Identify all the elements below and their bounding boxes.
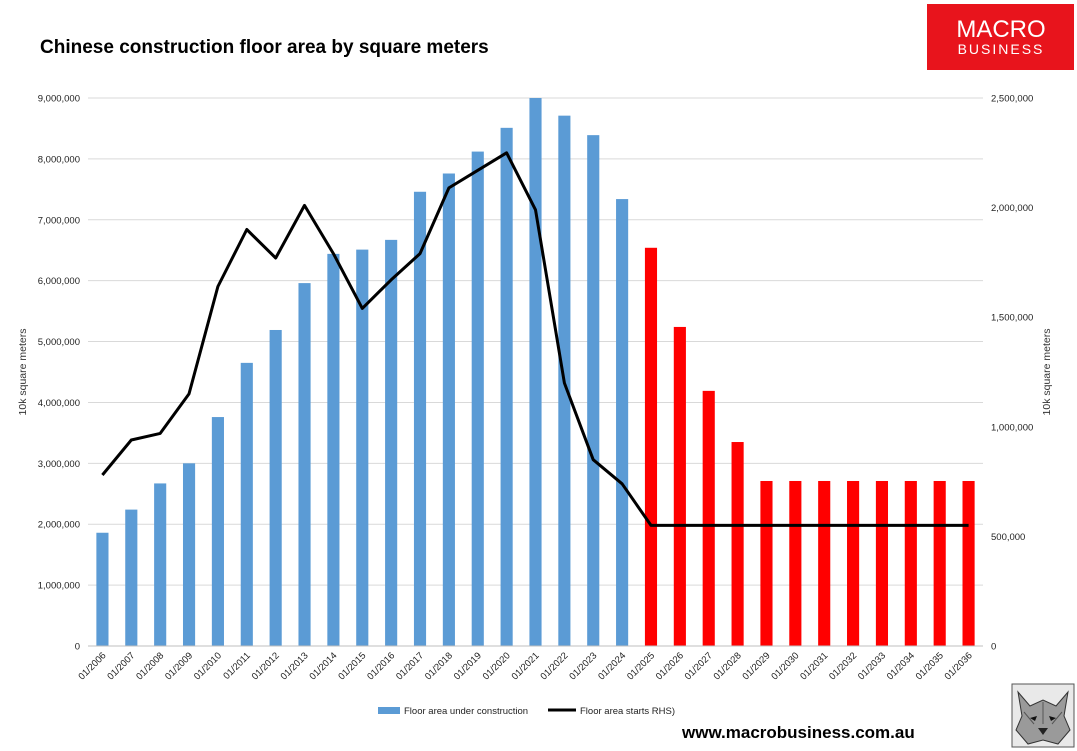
y-tick-label: 4,000,000	[38, 398, 80, 409]
bar	[125, 509, 138, 646]
bar	[182, 463, 196, 646]
bar	[673, 326, 686, 646]
x-tick-label: 01/2015	[336, 650, 368, 682]
bar	[760, 480, 773, 646]
y-tick-label: 1,000,000	[38, 581, 80, 592]
y-tick-label: 7,000,000	[38, 215, 80, 226]
x-tick-label: 01/2024	[596, 650, 628, 682]
x-tick-label: 01/2021	[510, 650, 542, 682]
y-axis-label: 10k square meters	[17, 329, 29, 416]
x-tick-label: 01/2016	[365, 650, 397, 682]
x-tick-label: 01/2011	[221, 650, 253, 682]
bar	[298, 283, 311, 646]
bar	[413, 191, 427, 646]
bar	[529, 98, 542, 646]
x-tick-label: 01/2019	[452, 650, 484, 682]
y-tick-label: 0	[75, 642, 80, 653]
legend-swatch-bars	[378, 707, 400, 714]
x-tick-label: 01/2033	[856, 650, 888, 682]
bar	[616, 199, 629, 646]
bar	[904, 480, 917, 646]
x-tick-label: 01/2013	[279, 650, 311, 682]
y2-tick-label: 1,500,000	[991, 313, 1033, 324]
x-tick-label: 01/2027	[683, 650, 715, 682]
line-floor-area-starts	[101, 151, 969, 527]
bar	[211, 417, 224, 646]
logo-line1: MACRO	[956, 16, 1045, 43]
y-tick-label: 9,000,000	[38, 94, 80, 105]
x-tick-label: 01/2036	[943, 650, 975, 682]
bar	[962, 480, 975, 646]
x-tick-label: 01/2023	[567, 650, 599, 682]
bar	[818, 480, 831, 646]
logo-background	[927, 4, 1074, 70]
x-tick-label: 01/2014	[307, 650, 339, 682]
logo-line2: BUSINESS	[958, 41, 1045, 57]
bar	[269, 329, 282, 646]
x-axis-ticks: 01/200601/200701/200801/200901/201001/20…	[76, 650, 974, 682]
macrobusiness-logo: MACRO BUSINESS	[927, 4, 1074, 70]
bar	[154, 483, 167, 646]
legend: Floor area under construction Floor area…	[378, 706, 675, 717]
chart-title: Chinese construction floor area by squar…	[40, 37, 489, 58]
line-series	[101, 151, 969, 527]
bar	[847, 480, 860, 646]
bar	[731, 442, 744, 646]
y-tick-label: 3,000,000	[38, 459, 80, 470]
y-tick-label: 2,000,000	[38, 520, 80, 531]
website-url: www.macrobusiness.com.au	[681, 723, 915, 742]
x-tick-label: 01/2010	[192, 650, 224, 682]
y2-tick-label: 1,000,000	[991, 422, 1033, 433]
bar	[933, 480, 946, 646]
x-tick-label: 01/2018	[423, 650, 455, 682]
wolf-icon	[1011, 683, 1075, 748]
x-tick-label: 01/2006	[76, 650, 108, 682]
x-tick-label: 01/2012	[250, 650, 282, 682]
x-tick-label: 01/2017	[394, 650, 426, 682]
y2-axis-ticks: 0 500,000 1,000,000 1,500,000 2,000,000 2,500…	[991, 94, 1033, 653]
x-tick-label: 01/2025	[625, 650, 657, 682]
x-tick-label: 01/2022	[538, 650, 570, 682]
bar	[789, 480, 802, 646]
bar	[442, 173, 455, 646]
bar	[875, 480, 889, 646]
y-tick-label: 6,000,000	[38, 276, 80, 287]
x-tick-label: 01/2031	[798, 650, 830, 682]
x-tick-label: 01/2026	[654, 650, 686, 682]
x-tick-label: 01/2009	[163, 650, 195, 682]
x-tick-label: 01/2034	[885, 650, 917, 682]
legend-label-bars: Floor area under construction	[404, 706, 528, 717]
bar	[96, 532, 109, 646]
x-tick-label: 01/2030	[769, 650, 801, 682]
x-tick-label: 01/2008	[134, 650, 166, 682]
x-tick-label: 01/2029	[741, 650, 773, 682]
bar-series	[96, 98, 975, 647]
bar	[471, 151, 484, 647]
y-tick-label: 5,000,000	[38, 337, 80, 348]
legend-label-line: Floor area starts RHS)	[580, 706, 675, 717]
x-tick-label: 01/2028	[712, 650, 744, 682]
y2-axis-label: 10k square meters	[1041, 329, 1053, 416]
bar	[644, 247, 658, 646]
x-tick-label: 01/2020	[481, 650, 513, 682]
y2-tick-label: 500,000	[991, 532, 1025, 543]
bar	[356, 249, 369, 646]
bar	[500, 127, 513, 646]
bar	[702, 390, 715, 646]
y2-tick-label: 2,000,000	[991, 203, 1033, 214]
x-tick-label: 01/2035	[914, 650, 946, 682]
bar	[327, 253, 340, 646]
y2-tick-label: 2,500,000	[991, 94, 1033, 105]
bar	[385, 239, 398, 647]
bar	[587, 135, 600, 647]
y-axis-ticks: 0 1,000,000 2,000,000 3,000,000 4,000,000 5,0…	[38, 94, 80, 653]
x-tick-label: 01/2007	[105, 650, 137, 682]
y2-tick-label: 0	[991, 642, 996, 653]
y-tick-label: 8,000,000	[38, 154, 80, 165]
bar	[240, 362, 253, 646]
x-tick-label: 01/2032	[827, 650, 859, 682]
